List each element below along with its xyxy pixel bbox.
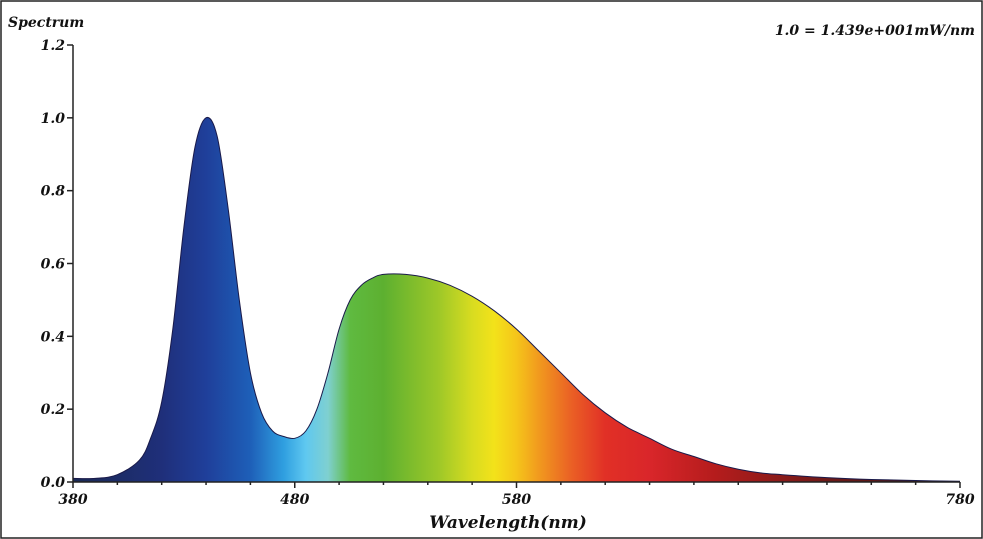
y-tick-label: 1.0 — [41, 111, 66, 127]
y-tick-label: 0.2 — [41, 402, 66, 418]
spectrum-area — [73, 117, 960, 483]
y-ticks: 0.0 0.2 0.4 0.6 0.8 1.0 1.2 — [41, 38, 73, 491]
y-tick-label: 0.4 — [41, 329, 65, 345]
plot-area — [72, 116, 961, 483]
x-ticks: 380 480 580 780 — [58, 482, 975, 508]
y-tick-label: 0.8 — [41, 184, 66, 200]
chart-title: Spectrum — [8, 15, 84, 31]
y-tick-label: 0.0 — [41, 475, 66, 491]
x-tick-label: 580 — [502, 492, 531, 508]
spectrum-line — [72, 116, 961, 482]
scale-annotation: 1.0 = 1.439e+001mW/nm — [775, 23, 975, 39]
y-tick-label: 1.2 — [41, 38, 66, 54]
x-tick-label: 780 — [945, 492, 974, 508]
y-tick-label: 0.6 — [41, 257, 66, 273]
x-tick-label: 480 — [280, 492, 309, 508]
x-axis-label: Wavelength(nm) — [429, 513, 587, 533]
x-tick-label: 380 — [58, 492, 87, 508]
